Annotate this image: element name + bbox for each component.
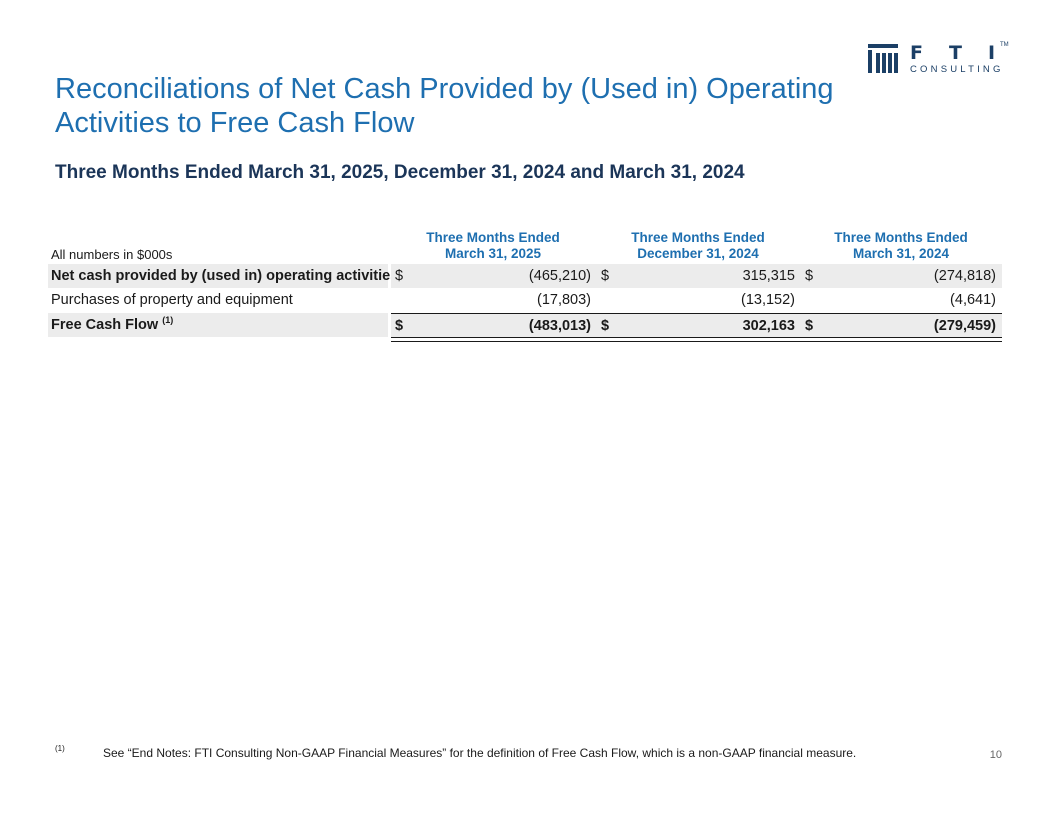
- cell-value: (274,818): [933, 268, 996, 284]
- logo-letters: FTI: [910, 42, 1022, 64]
- row-label: Free Cash Flow (1): [48, 313, 388, 337]
- value-cell: $ 315,315: [597, 264, 801, 288]
- footnote-text: See “End Notes: FTI Consulting Non-GAAP …: [103, 746, 857, 760]
- total-double-underline: [391, 337, 1002, 342]
- page-number: 10: [989, 749, 1002, 761]
- column-header-mar-2024: Three Months Ended March 31, 2024: [801, 230, 1001, 262]
- value-cell: $ 302,163: [597, 313, 801, 337]
- column-header-dec-2024: Three Months Ended December 31, 2024: [598, 230, 798, 262]
- footnote-reference: (1): [162, 315, 174, 326]
- page-subtitle: Three Months Ended March 31, 2025, Decem…: [55, 162, 745, 183]
- column-header-line1: Three Months Ended: [834, 230, 968, 245]
- cell-value: (483,013): [528, 318, 591, 334]
- page-title: Reconciliations of Net Cash Provided by …: [55, 73, 834, 139]
- value-cell: (17,803): [391, 288, 597, 312]
- currency-symbol: $: [395, 318, 404, 334]
- cell-value: (279,459): [933, 318, 996, 334]
- footnote-mark: (1): [55, 744, 65, 753]
- column-header-line2: March 31, 2025: [444, 246, 542, 261]
- row-label-text: Free Cash Flow: [51, 317, 159, 333]
- currency-symbol: $: [601, 318, 610, 334]
- row-label: Net cash provided by (used in) operating…: [48, 264, 398, 288]
- logo-subtitle: CONSULTING: [910, 64, 1004, 75]
- logo-trademark: TM: [1000, 42, 1009, 48]
- building-columns-icon: [868, 44, 898, 73]
- fti-consulting-logo: FTI TM CONSULTING: [868, 42, 1013, 76]
- column-header-line2: March 31, 2024: [852, 246, 950, 261]
- value-cell: $ (279,459): [801, 313, 1002, 337]
- currency-symbol: $: [601, 268, 610, 284]
- value-cell: $ (465,210): [391, 264, 597, 288]
- cell-value: 315,315: [742, 268, 795, 284]
- row-label: Purchases of property and equipment: [51, 292, 293, 308]
- units-label: All numbers in $000s: [51, 247, 173, 262]
- cell-value: (17,803): [536, 292, 591, 308]
- cell-value: (465,210): [528, 268, 591, 284]
- column-header-mar-2025: Three Months Ended March 31, 2025: [393, 230, 593, 262]
- value-cell: (4,641): [801, 288, 1002, 312]
- currency-symbol: $: [395, 268, 404, 284]
- column-header-line1: Three Months Ended: [426, 230, 560, 245]
- table-row-free-cash-flow: Free Cash Flow (1) $ (483,013) $ 302,163…: [48, 313, 1002, 337]
- cell-value: (4,641): [950, 292, 996, 308]
- column-header-line2: December 31, 2024: [637, 246, 759, 261]
- value-cell: (13,152): [597, 288, 801, 312]
- cell-value: 302,163: [742, 318, 795, 334]
- table-row-purchases-ppe: Purchases of property and equipment (17,…: [48, 288, 1002, 312]
- currency-symbol: $: [805, 318, 814, 334]
- cell-value: (13,152): [740, 292, 795, 308]
- value-cell: $ (483,013): [391, 313, 597, 337]
- column-header-line1: Three Months Ended: [631, 230, 765, 245]
- table-row-operating-activities: Net cash provided by (used in) operating…: [48, 264, 1002, 288]
- value-cell: $ (274,818): [801, 264, 1002, 288]
- currency-symbol: $: [805, 268, 814, 284]
